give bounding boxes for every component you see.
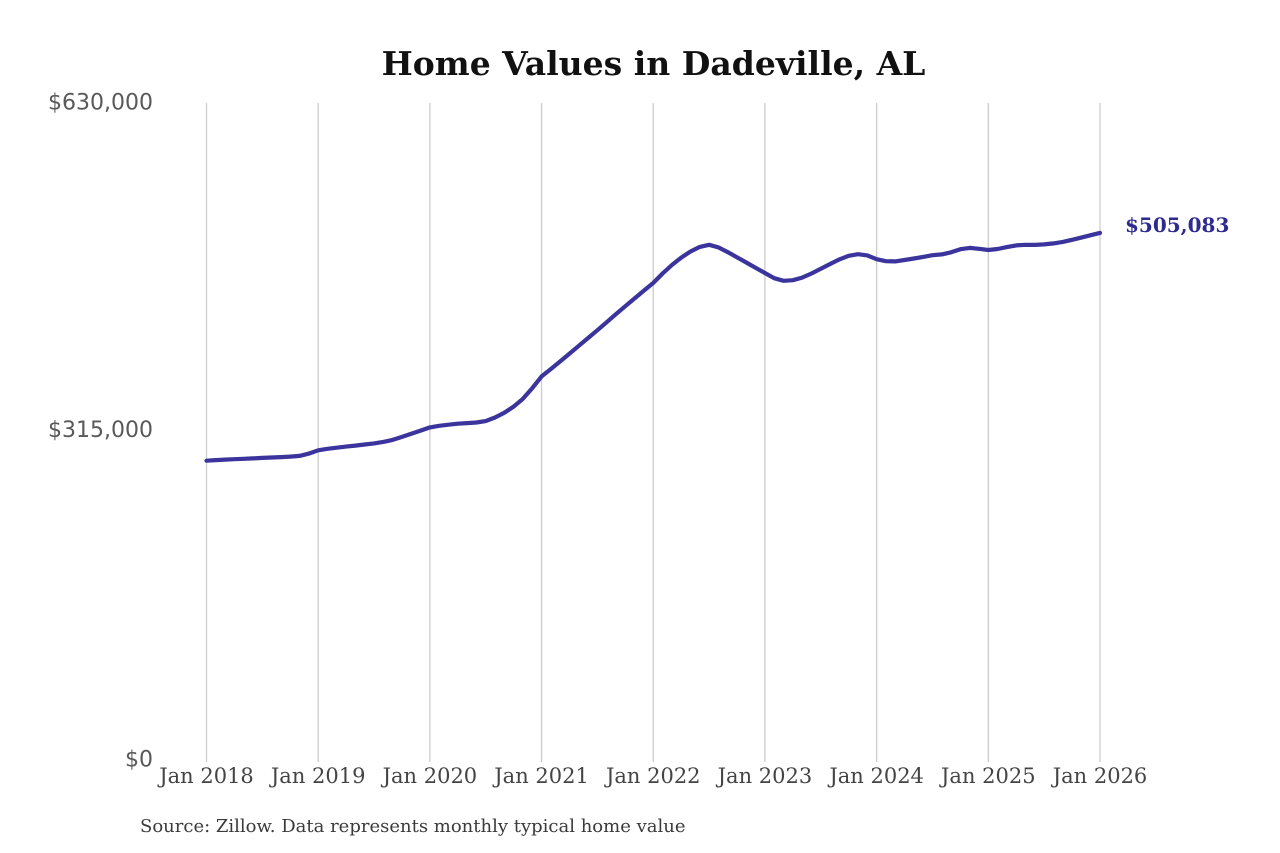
x-tick-label: Jan 2021 <box>492 764 589 788</box>
x-tick-label: Jan 2018 <box>157 764 254 788</box>
y-tick-label: $315,000 <box>48 418 153 443</box>
x-tick-label: Jan 2024 <box>827 764 924 788</box>
x-tick-label: Jan 2020 <box>381 764 478 788</box>
y-tick-label: $0 <box>125 748 153 773</box>
home-value-line <box>204 230 1103 463</box>
source-note: Source: Zillow. Data represents monthly … <box>140 816 686 837</box>
latest-value-label: $505,083 <box>1125 213 1230 237</box>
x-tick-label: Jan 2019 <box>269 764 366 788</box>
y-tick-label: $630,000 <box>48 91 153 116</box>
x-tick-label: Jan 2026 <box>1051 764 1148 788</box>
x-tick-label: Jan 2023 <box>716 764 813 788</box>
x-tick-label: Jan 2025 <box>939 764 1036 788</box>
chart-title: Home Values in Dadeville, AL <box>381 44 926 83</box>
x-tick-label: Jan 2022 <box>604 764 701 788</box>
